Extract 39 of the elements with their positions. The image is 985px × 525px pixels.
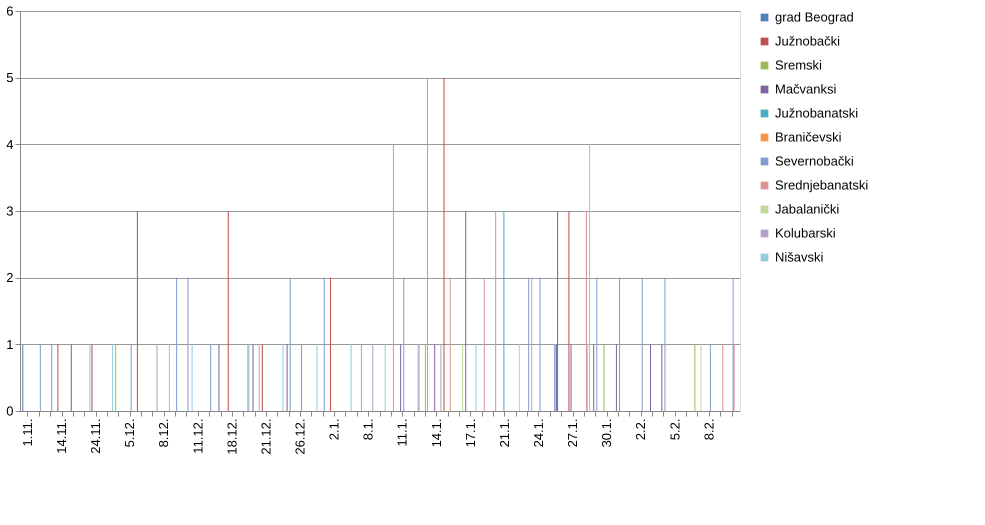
y-tick-label: 0 (6, 404, 14, 418)
x-tick-label: 5.2. (667, 418, 682, 440)
x-tick-label: 21.1. (496, 418, 512, 448)
x-tick-label: 26.12. (292, 418, 308, 455)
x-tick-label: 21.12. (258, 418, 274, 455)
legend-label: grad Beograd (775, 10, 854, 24)
legend-label: Srednjebanatski (775, 178, 868, 192)
x-tick-label: 2.1. (326, 418, 342, 440)
x-tick-label: 24.1. (530, 418, 546, 448)
x-tick-label: 18.12. (224, 418, 240, 455)
legend-label: Kolubarski (775, 226, 836, 240)
x-tick-label: 8.2. (701, 418, 716, 440)
legend-label: Jabalanički (775, 202, 840, 216)
y-tick-label: 3 (6, 204, 14, 218)
legend-label: Mačvanksi (775, 82, 837, 96)
x-tick-label: 27.1. (565, 418, 580, 448)
x-tick-label: 2.2. (633, 418, 648, 440)
legend-label: Nišavski (775, 250, 824, 264)
y-tick-label: 4 (6, 136, 14, 152)
x-tick-label: 14.11. (54, 418, 70, 454)
y-tick-label: 1 (6, 336, 14, 352)
y-tick-label: 5 (6, 70, 14, 86)
x-tick-label: 14.1. (428, 418, 444, 448)
legend-label: Južnobački (775, 34, 840, 48)
legend-label: Severnobački (775, 154, 854, 168)
x-tick-label: 17.1. (462, 418, 478, 448)
y-tick-label: 6 (6, 4, 14, 18)
x-tick-label: 8.12. (156, 418, 172, 448)
y-tick-label: 2 (6, 270, 14, 286)
legend-label: Braničevski (775, 130, 842, 144)
x-tick-label: 24.11. (88, 418, 104, 454)
x-tick-label: 5.12. (122, 418, 138, 448)
x-tick-label: 11.12. (190, 418, 206, 454)
legend-label: Sremski (775, 58, 822, 72)
x-tick-label: 30.1. (599, 418, 614, 448)
x-tick-label: 8.1. (360, 418, 376, 440)
legend-label: Južnobanatski (775, 106, 858, 120)
x-tick-label: 1.11. (20, 418, 35, 446)
x-tick-label: 11.1. (394, 418, 410, 446)
